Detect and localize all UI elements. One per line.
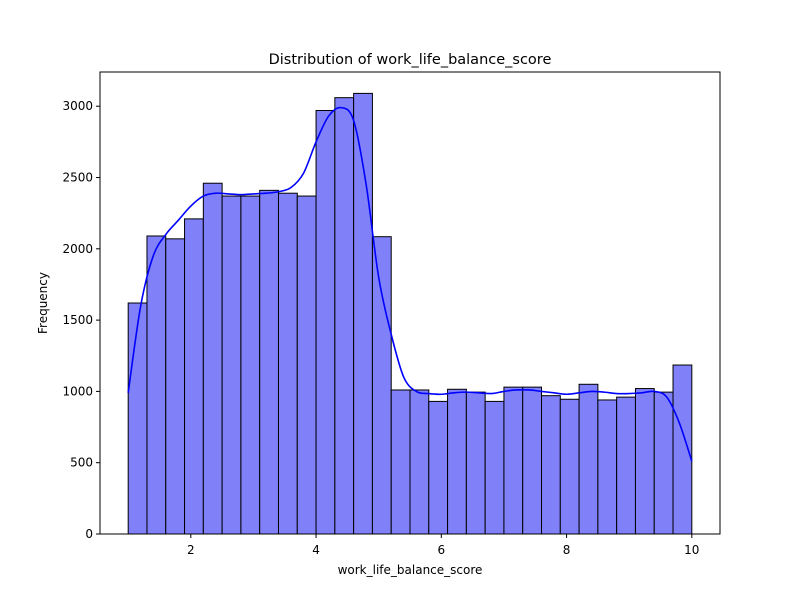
histogram-bar xyxy=(559,398,580,535)
histogram-bar xyxy=(465,391,486,535)
histogram-bar xyxy=(634,388,655,535)
y-tick-label: 500 xyxy=(70,456,93,470)
histogram-bar xyxy=(616,396,636,535)
histogram-bar xyxy=(240,195,261,535)
histogram-bar xyxy=(221,195,242,535)
bars-group xyxy=(127,92,693,535)
y-axis-label: Frequency xyxy=(36,272,50,334)
y-tick-label: 1000 xyxy=(62,384,93,398)
histogram-bar xyxy=(541,395,561,535)
x-tick-label: 8 xyxy=(563,543,571,557)
histogram-bar xyxy=(315,110,336,535)
chart-title: Distribution of work_life_balance_score xyxy=(269,52,552,68)
plot-frame xyxy=(99,71,721,535)
y-tick-label: 2500 xyxy=(62,171,93,185)
histogram-bar xyxy=(202,182,223,535)
x-tick-label: 4 xyxy=(312,543,320,557)
histogram-bar xyxy=(409,389,430,535)
histogram-bar xyxy=(296,195,317,535)
histogram-bar xyxy=(597,399,618,535)
y-tick-label: 3000 xyxy=(62,99,93,113)
histogram-bar xyxy=(578,383,599,535)
histogram-bar xyxy=(165,238,186,535)
kde-curve xyxy=(127,106,693,462)
histogram-bar xyxy=(390,389,411,535)
histogram-bar xyxy=(127,302,148,535)
histogram-bar xyxy=(484,400,505,535)
histogram-bar xyxy=(146,235,167,535)
x-tick-label: 2 xyxy=(187,543,195,557)
histogram-bar xyxy=(503,386,524,535)
histogram-bar xyxy=(371,236,392,535)
x-axis-label: work_life_balance_score xyxy=(338,563,483,577)
y-tick-label: 1500 xyxy=(62,313,93,327)
histogram-bar xyxy=(184,218,204,535)
x-axis: 2 4 6 8 10 xyxy=(187,534,699,557)
histogram-bar xyxy=(653,391,674,535)
x-tick-label: 10 xyxy=(684,543,699,557)
y-tick-label: 0 xyxy=(85,527,93,541)
histogram-bar xyxy=(334,97,355,535)
histogram-bar xyxy=(259,189,279,535)
y-axis: 0 500 1000 1500 2000 2500 3000 xyxy=(62,99,100,541)
histogram-bar xyxy=(428,400,449,535)
histogram-bar xyxy=(522,386,543,535)
histogram-bar xyxy=(447,388,467,535)
x-tick-label: 6 xyxy=(437,543,445,557)
histogram-bar xyxy=(277,192,298,535)
y-tick-label: 2000 xyxy=(62,242,93,256)
histogram-bar xyxy=(353,92,373,535)
